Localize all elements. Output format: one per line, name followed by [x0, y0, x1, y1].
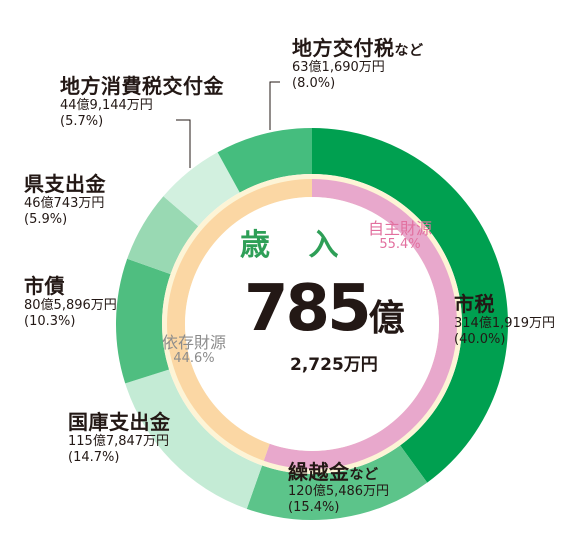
center-disc: [185, 197, 439, 451]
label-ken-shishutsukin: 県支出金 46億743万円 (5.9%): [24, 172, 106, 227]
label-shizei-percent: (40.0%): [454, 331, 506, 347]
label-chiho-shohizei-kofukin-name: 地方消費税交付金: [60, 74, 224, 98]
outer-slice-3: [115, 258, 171, 384]
label-shisai-name: 市債: [24, 274, 65, 298]
outer-slice-5: [163, 152, 240, 227]
label-chiho-shohizei-kofukin-amount: 44億9,144万円: [60, 98, 153, 113]
label-shizei-name: 市税: [454, 292, 495, 316]
total-sub: 2,725万円: [290, 355, 378, 375]
leader-line-chiho-kofuzei: [269, 81, 280, 130]
label-kurikoshikin-amount: 120億5,486万円: [288, 484, 390, 499]
label-kokko-shishutsukin-percent: (14.7%): [68, 449, 120, 465]
outer-slice-0: [312, 128, 508, 483]
label-chiho-shohizei-kofukin-percent: (5.7%): [60, 113, 104, 129]
outer-slice-1: [246, 445, 428, 520]
label-ken-shishutsukin-name: 県支出金: [24, 172, 106, 196]
label-ken-shishutsukin-amount: 46億743万円: [24, 196, 105, 211]
label-shisai-amount: 80億5,896万円: [24, 298, 117, 313]
total-main: 785億: [244, 272, 405, 346]
label-jishu-zaigen-percent: 55.4%: [379, 236, 421, 252]
label-kurikoshikin-name: 繰越金: [288, 460, 350, 484]
label-kurikoshikin-percent: (15.4%): [288, 499, 340, 515]
label-chiho-kofuzei-name: 地方交付税: [292, 36, 395, 60]
label-chiho-kofuzei-amount: 63億1,690万円: [292, 60, 385, 75]
label-kurikoshikin: 繰越金など 120億5,486万円 (15.4%): [288, 460, 389, 515]
label-chiho-kofuzei-suffix: など: [394, 43, 424, 59]
total-main-value: 785: [244, 272, 372, 346]
label-chiho-kofuzei-percent: (8.0%): [292, 75, 336, 91]
label-shisai-percent: (10.3%): [24, 313, 76, 329]
label-shisai: 市債 80億5,896万円 (10.3%): [24, 274, 117, 329]
label-izon-zaigen: 依存財源 44.6%: [162, 334, 226, 366]
label-jishu-zaigen: 自主財源 55.4%: [368, 220, 432, 252]
label-izon-zaigen-name: 依存財源: [162, 333, 227, 352]
label-kokko-shishutsukin-name: 国庫支出金: [68, 410, 171, 434]
label-chiho-kofuzei: 地方交付税など 63億1,690万円 (8.0%): [292, 36, 424, 91]
total-main-unit: 億: [368, 298, 405, 339]
leader-line-chiho-shohizei: [176, 119, 191, 168]
label-izon-zaigen-percent: 44.6%: [173, 350, 215, 366]
inner-slice-1: [166, 179, 312, 461]
outer-slice-6: [217, 128, 312, 193]
label-kokko-shishutsukin-amount: 115億7,847万円: [68, 434, 170, 449]
label-shizei: 市税 314億1,919万円 (40.0%): [454, 292, 555, 347]
label-jishu-zaigen-name: 自主財源: [368, 219, 433, 238]
chart-title: 歳 入: [240, 228, 353, 263]
label-ken-shishutsukin-percent: (5.9%): [24, 211, 68, 227]
outer-slice-4: [127, 196, 199, 275]
label-kurikoshikin-suffix: など: [349, 467, 379, 483]
label-shizei-amount: 314億1,919万円: [454, 316, 556, 331]
label-chiho-shohizei-kofukin: 地方消費税交付金 44億9,144万円 (5.7%): [60, 74, 224, 129]
label-kokko-shishutsukin: 国庫支出金 115億7,847万円 (14.7%): [68, 410, 171, 465]
outer-slice-2: [125, 369, 263, 509]
